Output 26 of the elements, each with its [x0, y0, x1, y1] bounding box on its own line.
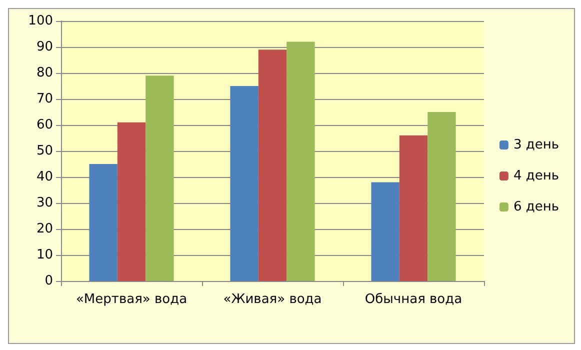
y-tick-label: 10 — [36, 248, 53, 262]
y-tick-label: 70 — [36, 92, 53, 106]
bar — [146, 76, 174, 281]
bar — [258, 50, 287, 281]
bar — [89, 164, 118, 281]
bar — [399, 135, 428, 281]
y-tick-label: 80 — [36, 66, 53, 80]
y-tick-label: 90 — [36, 40, 53, 54]
bar — [371, 182, 400, 281]
legend-label: 6 день — [513, 200, 560, 214]
y-tick-label: 40 — [36, 170, 53, 184]
x-tick-label: «Мертвая» вода — [76, 292, 188, 307]
x-tick-label: «Живая» вода — [223, 292, 322, 307]
bar — [286, 42, 315, 281]
x-tick-label: Обычная вода — [364, 292, 462, 307]
bar — [428, 112, 456, 281]
y-tick-label: 0 — [44, 274, 53, 288]
bar — [230, 86, 258, 281]
legend-label: 3 день — [513, 138, 560, 152]
y-tick-label: 60 — [36, 118, 53, 132]
y-tick-label: 50 — [36, 144, 53, 158]
y-tick-label: 20 — [36, 222, 53, 236]
legend-label: 4 день — [513, 168, 560, 184]
y-tick-label: 100 — [28, 14, 53, 28]
bar — [117, 122, 146, 281]
y-tick-label: 30 — [36, 196, 53, 210]
